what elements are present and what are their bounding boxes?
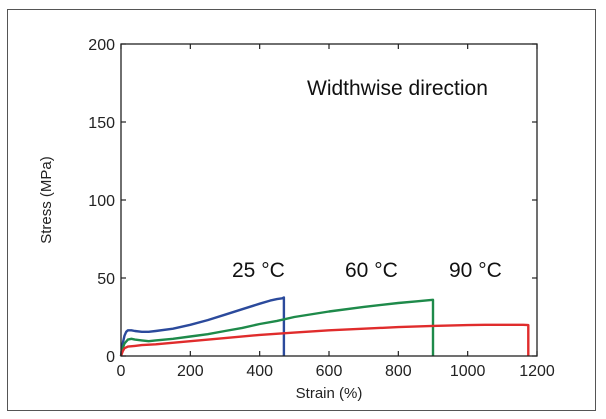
series-line-90c: [119, 323, 530, 357]
x-tick-label: 800: [385, 363, 412, 380]
y-tick-label: 50: [97, 271, 115, 288]
x-tick-label: 400: [246, 363, 273, 380]
x-tick-label: 600: [316, 363, 343, 380]
label-90c: 90 °C: [449, 259, 502, 282]
ticks-layer: 0 200 400 600 800 1000 1200 0 50 100 150 200: [88, 37, 555, 380]
series-line-60c: [119, 298, 435, 357]
series-line-25c: [119, 296, 286, 357]
x-tick-label: 200: [177, 363, 204, 380]
direction-annotation: Widthwise direction: [307, 77, 488, 100]
y-tick-label: 0: [106, 349, 115, 366]
y-tick-label: 100: [88, 193, 115, 210]
series-layer: [119, 296, 530, 357]
x-tick-label: 1000: [450, 363, 486, 380]
label-60c: 60 °C: [345, 259, 398, 282]
figure-frame: [7, 9, 596, 411]
y-tick-label: 200: [88, 37, 115, 54]
y-tick-label: 150: [88, 115, 115, 132]
x-tick-label: 0: [117, 363, 126, 380]
x-axis-label: Strain (%): [296, 385, 363, 402]
y-axis-label: Stress (MPa): [38, 156, 55, 244]
label-25c: 25 °C: [232, 259, 285, 282]
x-tick-label: 1200: [519, 363, 555, 380]
